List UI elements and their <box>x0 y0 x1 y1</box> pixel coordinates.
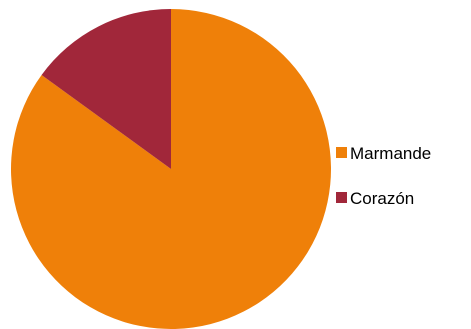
pie-slices <box>10 9 331 329</box>
legend-label-corazon: Corazón <box>350 189 414 208</box>
legend-label-marmande: Marmande <box>350 144 431 163</box>
pie-slice-corazon <box>41 9 172 169</box>
legend-swatch-corazon <box>336 192 347 203</box>
legend-swatch-marmande <box>336 147 347 158</box>
chart-legend: Marmande Corazón <box>336 144 431 208</box>
pie-slice-marmande <box>10 9 331 329</box>
